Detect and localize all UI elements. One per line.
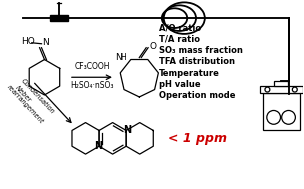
- Text: rearrangement: rearrangement: [5, 84, 44, 125]
- Circle shape: [265, 87, 270, 92]
- Text: Condensation: Condensation: [20, 77, 55, 115]
- Circle shape: [282, 110, 295, 124]
- Text: Operation mode: Operation mode: [159, 91, 235, 101]
- Text: TFA distribution: TFA distribution: [159, 57, 235, 67]
- Circle shape: [267, 110, 281, 124]
- Text: pH value: pH value: [159, 80, 201, 89]
- Text: A/O ratio: A/O ratio: [159, 23, 201, 33]
- Text: Neber: Neber: [14, 84, 32, 103]
- Text: N: N: [115, 53, 122, 62]
- Bar: [274, 81, 288, 86]
- Text: CF₃COOH: CF₃COOH: [74, 62, 110, 71]
- Circle shape: [292, 87, 297, 92]
- Text: HO: HO: [21, 37, 35, 46]
- Text: O: O: [149, 42, 156, 51]
- Text: N: N: [43, 38, 49, 47]
- Text: H: H: [120, 53, 126, 62]
- Text: < 1 ppm: < 1 ppm: [168, 132, 227, 145]
- Bar: [50, 15, 68, 21]
- Text: Temperature: Temperature: [159, 69, 220, 78]
- Text: N: N: [123, 125, 131, 136]
- Text: T/A ratio: T/A ratio: [159, 35, 200, 44]
- Bar: [260, 86, 302, 93]
- Text: N: N: [94, 141, 102, 151]
- Text: SO₃ mass fraction: SO₃ mass fraction: [159, 46, 243, 55]
- Bar: [263, 93, 300, 130]
- Text: H₂SO₄·nSO₃: H₂SO₄·nSO₃: [70, 81, 114, 90]
